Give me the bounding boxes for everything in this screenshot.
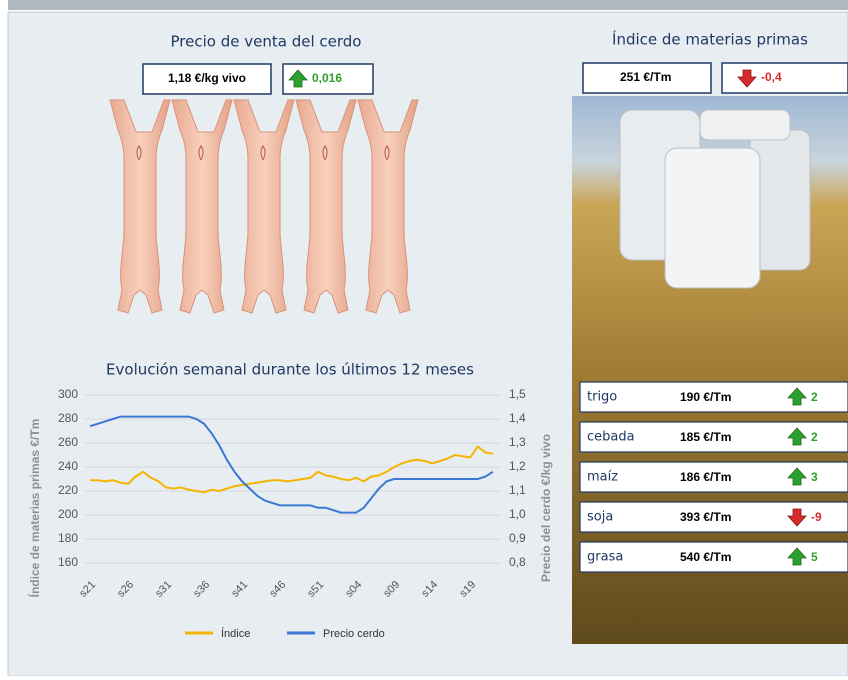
item-name: trigo xyxy=(587,390,617,405)
y-tick-label: 180 xyxy=(58,531,78,545)
item-change: -9 xyxy=(811,510,822,524)
y2-tick-label: 1,2 xyxy=(509,459,526,473)
y2-tick-label: 1,3 xyxy=(509,435,526,449)
y2-tick-label: 1,4 xyxy=(509,411,526,425)
item-name: soja xyxy=(587,510,613,525)
chart-title: Evolución semanal durante los últimos 12… xyxy=(106,361,474,379)
y-tick-label: 300 xyxy=(58,387,78,401)
y2-tick-label: 1,1 xyxy=(509,483,526,497)
item-price: 185 €/Tm xyxy=(680,430,731,444)
item-change: 2 xyxy=(811,390,818,404)
y-tick-label: 220 xyxy=(58,483,78,497)
item-change: 3 xyxy=(811,470,818,484)
y-tick-label: 260 xyxy=(58,435,78,449)
y2-tick-label: 1,5 xyxy=(509,387,526,401)
y2-axis-label: Precio del cerdo €/kg vivo xyxy=(539,434,553,582)
legend-label: Índice xyxy=(221,627,250,640)
raw-index: 251 €/Tm xyxy=(620,70,671,84)
raw-title: Índice de materias primas xyxy=(612,30,808,49)
pig-price: 1,18 €/kg vivo xyxy=(168,71,246,85)
pig-change: 0,016 xyxy=(312,71,342,85)
item-name: maíz xyxy=(587,470,618,485)
y2-tick-label: 0,9 xyxy=(509,531,526,545)
item-change: 5 xyxy=(811,550,818,564)
item-name: grasa xyxy=(587,550,623,565)
item-price: 186 €/Tm xyxy=(680,470,731,484)
item-price: 190 €/Tm xyxy=(680,390,731,404)
y-axis-label: Índice de materias primas €/Tm xyxy=(27,419,42,598)
raw-change: -0,4 xyxy=(761,70,782,84)
item-change: 2 xyxy=(811,430,818,444)
item-price: 540 €/Tm xyxy=(680,550,731,564)
item-price: 393 €/Tm xyxy=(680,510,731,524)
item-name: cebada xyxy=(587,430,635,445)
pig-carcasses xyxy=(110,100,418,313)
y-tick-label: 240 xyxy=(58,459,78,473)
header-bar xyxy=(8,0,848,10)
y-tick-label: 160 xyxy=(58,555,78,569)
pig-title: Precio de venta del cerdo xyxy=(171,33,362,51)
legend-label: Precio cerdo xyxy=(323,628,385,640)
y-tick-label: 200 xyxy=(58,507,78,521)
y2-tick-label: 0,8 xyxy=(509,555,526,569)
y-tick-label: 280 xyxy=(58,411,78,425)
dashboard: Precio de venta del cerdo 1,18 €/kg vivo… xyxy=(0,0,848,676)
y2-tick-label: 1,0 xyxy=(509,507,526,521)
item-list: trigo 190 €/Tm 2 cebada 185 €/Tm 2 maíz 186 €/T… xyxy=(580,382,848,572)
